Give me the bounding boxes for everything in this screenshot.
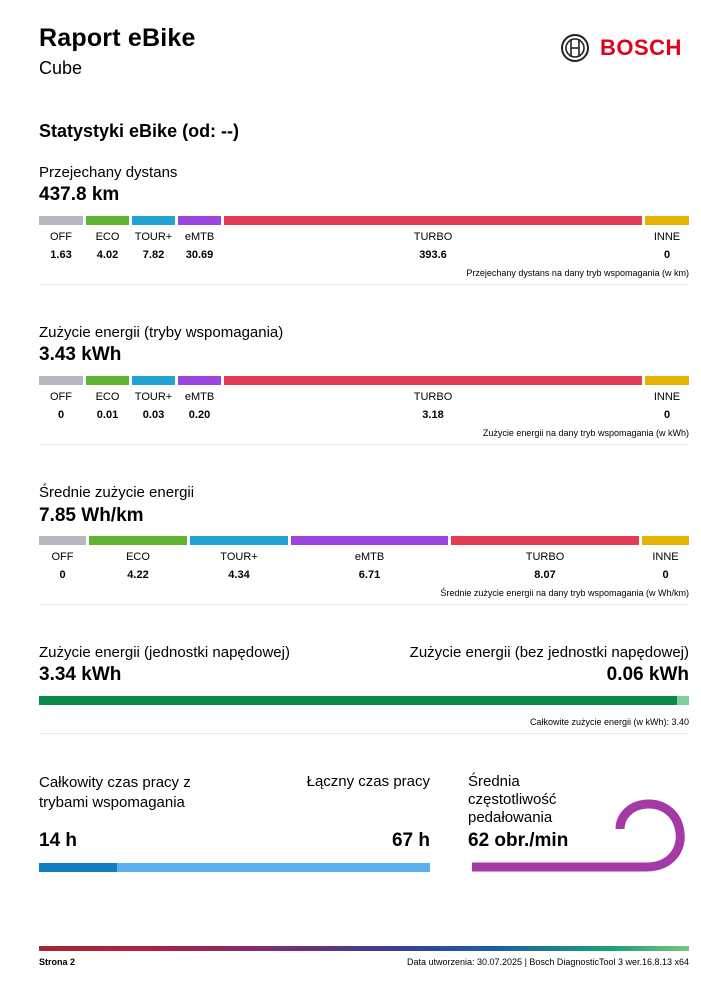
bar-seg-turbo bbox=[224, 376, 642, 385]
divider bbox=[39, 444, 689, 445]
avg-energy-bar bbox=[39, 536, 689, 545]
divider bbox=[39, 733, 689, 734]
mode-turbo: TURBO 8.07 bbox=[525, 551, 565, 581]
energy-modes-note: Zużycie energii na dany tryb wspomagania… bbox=[482, 428, 689, 438]
avg-energy-label: Średnie zużycie energii bbox=[39, 484, 195, 501]
bar-seg-eco bbox=[86, 376, 129, 385]
bar-seg-turbo bbox=[451, 536, 639, 545]
bar-seg-eco bbox=[89, 536, 187, 545]
energy-modes-list: OFF 0 ECO 0.01 TOUR+ 0.03 eMTB 0.20 TURBO 3.1… bbox=[39, 391, 689, 421]
drive-energy-fill bbox=[39, 696, 678, 705]
bar-seg-off bbox=[39, 376, 83, 385]
total-time-label: Łączny czas pracy bbox=[306, 773, 430, 790]
section-title: Statystyki eBike (od: --) bbox=[39, 121, 240, 141]
mode-emtb: eMTB 0.20 bbox=[184, 391, 215, 421]
bosch-armature-icon bbox=[561, 34, 589, 62]
bar-seg-inne bbox=[645, 376, 689, 385]
mode-tour: TOUR+ 7.82 bbox=[134, 231, 173, 261]
bar-seg-tour bbox=[190, 536, 288, 545]
distance-bar bbox=[39, 216, 689, 225]
distance-note: Przejechany dystans na dany tryb wspomag… bbox=[466, 268, 689, 278]
mode-off: OFF 0 bbox=[50, 391, 72, 421]
cadence-gauge bbox=[472, 799, 685, 872]
bar-seg-inne bbox=[642, 536, 689, 545]
bosch-logo: BOSCH bbox=[560, 33, 682, 63]
bar-seg-turbo bbox=[224, 216, 642, 225]
mode-eco: ECO 4.02 bbox=[95, 231, 120, 261]
mode-turbo: TURBO 3.18 bbox=[413, 391, 453, 421]
bar-seg-eco bbox=[86, 216, 129, 225]
bar-seg-emtb bbox=[178, 376, 221, 385]
bike-name: Cube bbox=[39, 58, 83, 78]
bar-seg-emtb bbox=[291, 536, 448, 545]
time-bar bbox=[39, 863, 430, 872]
page-number: Strona 2 bbox=[39, 957, 76, 967]
distance-label: Przejechany dystans bbox=[39, 164, 178, 181]
avg-energy-list: OFF 0 ECO 4.22 TOUR+ 4.34 eMTB 6.71 TURBO 8.0… bbox=[39, 551, 689, 581]
mode-off: OFF 1.63 bbox=[50, 231, 72, 261]
bar-seg-emtb bbox=[178, 216, 221, 225]
mode-inne: INNE 0 bbox=[652, 551, 679, 581]
mode-turbo: TURBO 393.6 bbox=[413, 231, 453, 261]
mode-emtb: eMTB 6.71 bbox=[354, 551, 385, 581]
avg-energy-value: 7.85 Wh/km bbox=[39, 505, 144, 526]
total-energy-note: Całkowite zużycie energii (w kWh): 3.40 bbox=[529, 717, 689, 727]
assist-time-value: 14 h bbox=[39, 830, 78, 851]
divider bbox=[39, 284, 689, 285]
bar-seg-inne bbox=[645, 216, 689, 225]
assist-time-label: Całkowity czas pracy z trybami wspomagan… bbox=[39, 774, 191, 811]
distance-value: 437.8 km bbox=[39, 184, 120, 205]
energy-modes-value: 3.43 kWh bbox=[39, 344, 122, 365]
assist-time-fill bbox=[39, 863, 118, 872]
total-time-value: 67 h bbox=[391, 830, 430, 851]
mode-emtb: eMTB 30.69 bbox=[184, 231, 215, 261]
cadence-value: 62 obr./min bbox=[468, 830, 569, 851]
cadence-label: Średnia częstotliwość pedałowania bbox=[468, 773, 557, 826]
report-title: Raport eBike bbox=[39, 24, 196, 52]
bar-seg-tour bbox=[132, 216, 175, 225]
bar-seg-tour bbox=[132, 376, 175, 385]
no-drive-energy-label: Zużycie energii (bez jednostki napędowej… bbox=[409, 644, 689, 661]
bosch-wordmark: BOSCH bbox=[600, 35, 682, 60]
bar-seg-off bbox=[39, 216, 83, 225]
mode-inne: INNE 0 bbox=[653, 391, 681, 421]
distance-modes: OFF 1.63 ECO 4.02 TOUR+ 7.82 eMTB 30.69 TURB… bbox=[39, 231, 689, 261]
footer-color-line bbox=[39, 946, 689, 951]
mode-tour: TOUR+ 4.34 bbox=[220, 551, 258, 581]
energy-modes-bar bbox=[39, 376, 689, 385]
mode-eco: ECO 4.22 bbox=[126, 551, 150, 581]
mode-off: OFF 0 bbox=[51, 551, 74, 581]
divider bbox=[39, 604, 689, 605]
mode-tour: TOUR+ 0.03 bbox=[134, 391, 173, 421]
mode-inne: INNE 0 bbox=[653, 231, 681, 261]
energy-modes-label: Zużycie energii (tryby wspomagania) bbox=[39, 324, 284, 341]
drive-energy-label: Zużycie energii (jednostki napędowej) bbox=[39, 644, 290, 661]
drive-energy-bar bbox=[39, 696, 689, 705]
bar-seg-off bbox=[39, 536, 86, 545]
mode-eco: ECO 0.01 bbox=[95, 391, 120, 421]
drive-energy-value: 3.34 kWh bbox=[39, 664, 122, 685]
footer-info: Data utworzenia: 30.07.2025 | Bosch Diag… bbox=[406, 957, 689, 967]
no-drive-energy-value: 0.06 kWh bbox=[606, 664, 689, 685]
avg-energy-note: Średnie zużycie energii na dany tryb wsp… bbox=[440, 588, 689, 598]
